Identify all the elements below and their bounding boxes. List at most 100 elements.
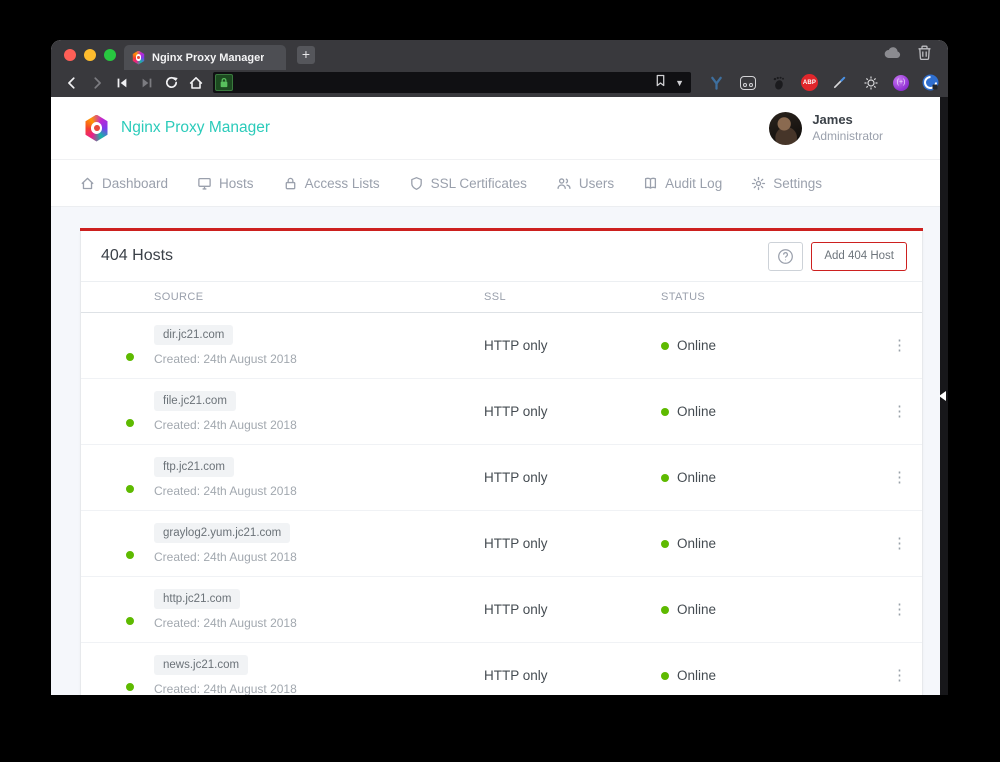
status-online-dot-icon [661, 671, 669, 680]
blue-clock-extension-icon[interactable] [922, 74, 940, 92]
table-header: SOURCE SSL STATUS [81, 282, 922, 313]
back-button[interactable] [60, 71, 85, 94]
host-domain-badge: dir.jc21.com [154, 325, 234, 345]
blue-slingshot-extension-icon[interactable] [708, 74, 726, 92]
nav-item-ssl-certificates[interactable]: SSL Certificates [409, 176, 527, 191]
host-created-date: Created: 24th August 2018 [154, 418, 297, 432]
shield-icon [410, 176, 422, 190]
nav-item-hosts[interactable]: Hosts [197, 176, 254, 191]
host-created-date: Created: 24th August 2018 [154, 352, 297, 366]
row-actions-menu-icon[interactable]: ⋮ [892, 601, 907, 618]
browser-window: Nginx Proxy Manager + [51, 40, 948, 695]
minimize-window-button[interactable] [84, 49, 96, 61]
status-online-dot-icon [661, 341, 669, 350]
cloud-sync-icon[interactable] [884, 46, 902, 64]
pen-extension-icon[interactable] [831, 74, 849, 92]
nav-item-users[interactable]: Users [556, 176, 614, 191]
new-tab-button[interactable]: + [297, 46, 315, 64]
app-header: Nginx Proxy Manager James Administrator [51, 97, 948, 160]
bookmarks-dropdown-icon[interactable]: ▼ [675, 77, 684, 88]
browser-tab[interactable]: Nginx Proxy Manager [124, 45, 286, 70]
host-domain-badge: news.jc21.com [154, 655, 249, 675]
browser-chrome: Nginx Proxy Manager + [51, 40, 948, 97]
host-table-body: dir.jc21.com Created: 24th August 2018 H… [81, 313, 922, 695]
zoom-window-button[interactable] [104, 49, 116, 61]
row-actions-menu-icon[interactable]: ⋮ [892, 403, 907, 420]
host-table-row[interactable]: news.jc21.com Created: 24th August 2018 … [81, 643, 922, 695]
user-menu[interactable]: James Administrator [769, 111, 883, 145]
traffic-lights [64, 49, 116, 61]
nav-item-access-lists[interactable]: Access Lists [283, 176, 380, 191]
skip-to-end-button[interactable] [134, 71, 159, 94]
scrollbar-track[interactable] [939, 97, 948, 695]
add-404-host-button[interactable]: Add 404 Host [811, 241, 907, 271]
host-ssl-value: HTTP only [484, 602, 548, 617]
presence-dot-icon [124, 615, 135, 626]
user-avatar [769, 111, 803, 145]
skip-to-start-button[interactable] [110, 71, 135, 94]
presence-dot-icon [124, 681, 135, 692]
home-button[interactable] [184, 71, 209, 94]
tab-favicon-npm-logo-icon [132, 50, 145, 65]
card-header: 404 Hosts Add 404 Host [81, 231, 922, 282]
host-created-date: Created: 24th August 2018 [154, 616, 297, 630]
gnome-foot-extension-icon[interactable] [770, 74, 788, 92]
book-icon [645, 177, 657, 189]
host-table-row[interactable]: dir.jc21.com Created: 24th August 2018 H… [81, 313, 922, 379]
status-online-dot-icon [661, 407, 669, 416]
host-table-row[interactable]: ftp.jc21.com Created: 24th August 2018 H… [81, 445, 922, 511]
host-created-date: Created: 24th August 2018 [154, 682, 297, 695]
host-status-label: Online [677, 470, 717, 485]
host-status-label: Online [677, 536, 717, 551]
host-created-date: Created: 24th August 2018 [154, 550, 297, 564]
adblock-plus-extension-icon[interactable]: ABP [800, 74, 818, 91]
host-domain-badge: http.jc21.com [154, 589, 241, 609]
host-table-row[interactable]: graylog2.yum.jc21.com Created: 24th Augu… [81, 511, 922, 577]
owner-avatar [103, 463, 135, 494]
host-status-label: Online [677, 602, 717, 617]
host-status-label: Online [677, 338, 717, 353]
host-table-row[interactable]: file.jc21.com Created: 24th August 2018 … [81, 379, 922, 445]
monitor-icon [198, 177, 211, 190]
nav-item-dashboard[interactable]: Dashboard [80, 176, 168, 191]
lock-icon [285, 177, 295, 189]
user-role: Administrator [812, 128, 883, 143]
bookmark-icon[interactable] [655, 74, 666, 92]
host-status-label: Online [677, 404, 717, 419]
https-lock-icon[interactable] [214, 74, 233, 91]
nav-item-settings[interactable]: Settings [751, 176, 822, 191]
gear-icon [752, 176, 766, 190]
purple-orb-extension-icon[interactable]: (+) [892, 74, 909, 91]
row-actions-menu-icon[interactable]: ⋮ [892, 469, 907, 486]
host-domain-badge: ftp.jc21.com [154, 457, 234, 477]
main-nav: Dashboard Hosts Access Lists SSL Certifi… [51, 160, 948, 207]
trash-icon[interactable] [917, 45, 932, 66]
row-actions-menu-icon[interactable]: ⋮ [892, 337, 907, 354]
close-window-button[interactable] [64, 49, 76, 61]
owner-avatar [103, 331, 135, 362]
status-online-dot-icon [661, 473, 669, 482]
presence-dot-icon [124, 483, 135, 494]
host-ssl-value: HTTP only [484, 536, 548, 551]
container-eyes-extension-icon[interactable] [739, 74, 757, 92]
row-actions-menu-icon[interactable]: ⋮ [892, 667, 907, 684]
owner-avatar [103, 595, 135, 626]
npm-logo-icon[interactable] [85, 114, 108, 142]
users-icon [557, 177, 571, 189]
browser-toolbar: ▼ ABP [51, 70, 948, 97]
app-title[interactable]: Nginx Proxy Manager [121, 119, 271, 136]
address-bar[interactable]: ▼ [212, 72, 691, 93]
nav-item-audit-log[interactable]: Audit Log [643, 176, 722, 191]
row-actions-menu-icon[interactable]: ⋮ [892, 535, 907, 552]
gear-flower-extension-icon[interactable] [862, 74, 880, 92]
presence-dot-icon [124, 549, 135, 560]
host-created-date: Created: 24th August 2018 [154, 484, 297, 498]
status-online-dot-icon [661, 539, 669, 548]
scroll-indicator-icon [939, 391, 946, 401]
reload-icon[interactable] [159, 71, 184, 94]
host-ssl-value: HTTP only [484, 338, 548, 353]
help-button[interactable] [768, 241, 804, 271]
forward-button[interactable] [85, 71, 110, 94]
host-table-row[interactable]: http.jc21.com Created: 24th August 2018 … [81, 577, 922, 643]
